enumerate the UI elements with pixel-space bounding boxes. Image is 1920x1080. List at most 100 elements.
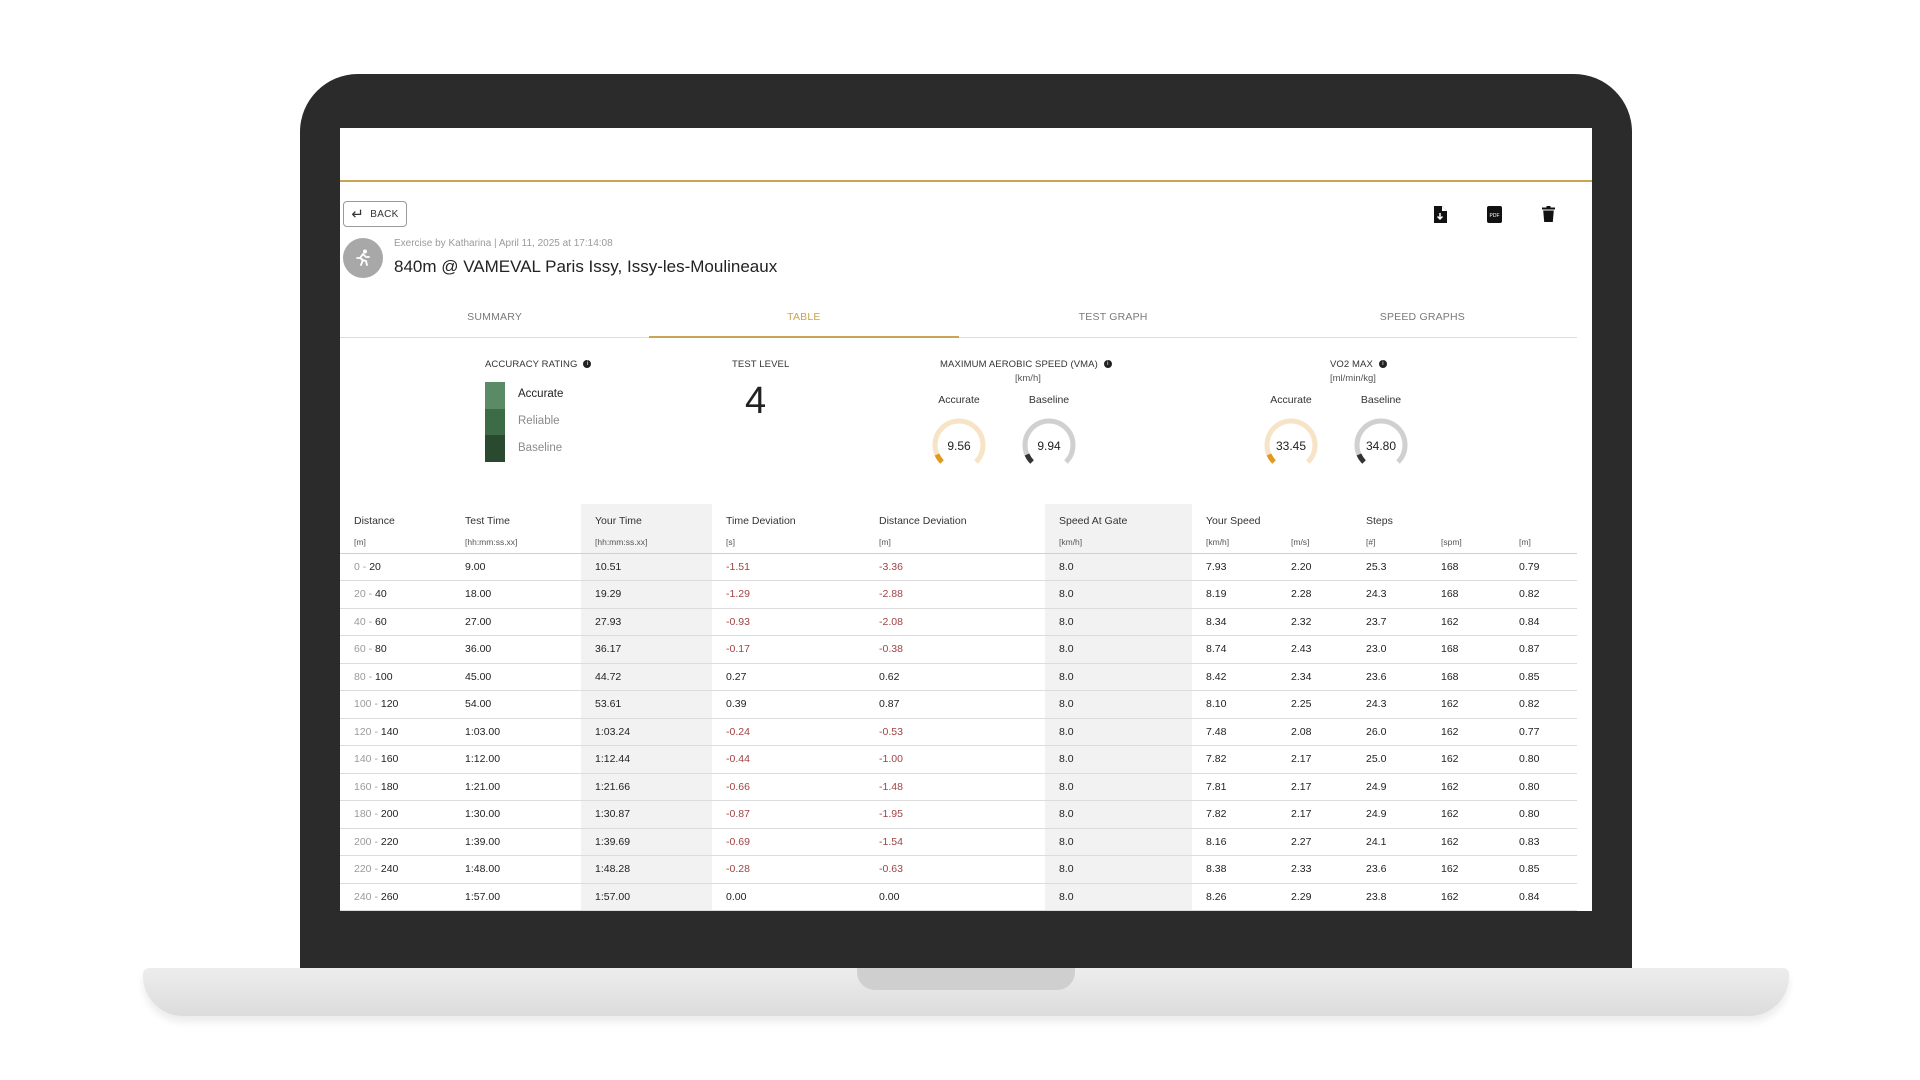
cell-your-speed: 7.93 [1192, 553, 1277, 581]
table-row: 100 - 120 54.00 53.61 0.39 0.87 8.0 8.10 2.25 24… [340, 690, 1577, 719]
cell-distance: 220 - 240 [340, 855, 451, 884]
cell-distance-deviation: 0.00 [865, 883, 1045, 911]
column-unit-distance: [m] [340, 531, 451, 554]
info-icon[interactable]: i [1103, 360, 1112, 369]
column-unit-test-time: [hh:mm:ss.xx] [451, 531, 581, 554]
cell-steps-length: 0.85 [1505, 855, 1577, 884]
file-download-icon[interactable] [1430, 204, 1450, 224]
gauge-fill [1266, 453, 1276, 464]
cell-speed-at-gate: 8.0 [1045, 690, 1192, 719]
cell-time-deviation: -1.51 [712, 553, 865, 581]
cell-steps-length: 0.80 [1505, 745, 1577, 774]
cell-steps-spm: 168 [1427, 580, 1505, 609]
cell-your-speed-ms: 2.20 [1277, 553, 1352, 581]
tab-summary[interactable]: SUMMARY [467, 311, 523, 323]
cell-steps: 24.9 [1352, 773, 1427, 801]
cell-your-time: 1:12.44 [581, 745, 712, 774]
column-header-speed-at-gate: Speed At Gate [1045, 504, 1192, 531]
back-button[interactable]: ↵ BACK [343, 201, 407, 227]
cell-your-time: 1:57.00 [581, 883, 712, 911]
cell-time-deviation: 0.00 [712, 883, 865, 911]
cell-steps-length: 0.77 [1505, 718, 1577, 746]
distance-to: 20 [369, 560, 381, 573]
cell-your-time: 27.93 [581, 608, 712, 636]
cell-your-speed: 7.81 [1192, 773, 1277, 801]
cell-steps-length: 0.82 [1505, 690, 1577, 719]
test-level-label: TEST LEVEL [732, 359, 790, 370]
tab-speed-graphs[interactable]: SPEED GRAPHS [1379, 311, 1465, 323]
cell-steps: 23.6 [1352, 663, 1427, 691]
distance-to: 180 [380, 780, 399, 793]
cell-steps-spm: 162 [1427, 773, 1505, 801]
cell-your-speed: 7.82 [1192, 745, 1277, 774]
exercise-meta: Exercise by Katharina | April 11, 2025 a… [394, 238, 613, 249]
cell-distance: 160 - 180 [340, 773, 451, 801]
cell-time-deviation: -0.17 [712, 635, 865, 664]
pdf-icon[interactable]: PDF [1484, 204, 1504, 224]
tab-test-graph[interactable]: TEST GRAPH [1078, 311, 1148, 323]
cell-distance: 120 - 140 [340, 718, 451, 746]
cell-distance-deviation: -1.00 [865, 745, 1045, 774]
cell-speed-at-gate: 8.0 [1045, 828, 1192, 856]
laptop-notch [857, 968, 1075, 990]
table-header-row: Distance Test Time Your Time Time Deviation… [340, 504, 1577, 531]
tab-table[interactable]: TABLE [649, 302, 959, 338]
cell-your-speed: 7.48 [1192, 718, 1277, 746]
cell-time-deviation: 0.27 [712, 663, 865, 691]
gauge-fill [1356, 453, 1366, 464]
cell-test-time: 1:30.00 [451, 800, 581, 829]
vo2-accurate-label: Accurate [1270, 394, 1312, 406]
rating-label-reliable: Reliable [518, 415, 560, 427]
cell-steps-length: 0.80 [1505, 800, 1577, 829]
vo2-baseline-value: 34.80 [1365, 439, 1397, 453]
column-header-distance-deviation: Distance Deviation [879, 514, 967, 527]
cell-your-speed-ms: 2.28 [1277, 580, 1352, 609]
accuracy-rating-label: ACCURACY RATING [485, 359, 578, 370]
column-header-steps-length [1505, 504, 1577, 531]
table-row: 140 - 160 1:12.00 1:12.44 -0.44 -1.00 8.0 7.82… [340, 745, 1577, 774]
cell-steps-spm: 162 [1427, 745, 1505, 774]
cell-distance-deviation: -0.53 [865, 718, 1045, 746]
splits-table: Distance Test Time Your Time Time Deviation… [340, 504, 1577, 911]
column-unit-steps: [#] [1352, 531, 1427, 554]
gauge-fill [1024, 453, 1034, 464]
cell-speed-at-gate: 8.0 [1045, 553, 1192, 581]
test-level-value: 4 [745, 380, 767, 422]
cell-time-deviation: -0.69 [712, 828, 865, 856]
distance-to: 260 [380, 890, 399, 903]
table-row: 160 - 180 1:21.00 1:21.66 -0.66 -1.48 8.0 7.81… [340, 773, 1577, 801]
cell-steps: 23.8 [1352, 883, 1427, 911]
table-row: 80 - 100 45.00 44.72 0.27 0.62 8.0 8.42 2.34 23.… [340, 663, 1577, 691]
cell-your-time: 36.17 [581, 635, 712, 664]
cell-speed-at-gate: 8.0 [1045, 855, 1192, 884]
info-icon[interactable]: i [1378, 360, 1387, 369]
distance-to: 120 [380, 698, 399, 711]
vo2-baseline-label: Baseline [1360, 394, 1402, 406]
table-row: 60 - 80 36.00 36.17 -0.17 -0.38 8.0 8.74 2.43 23… [340, 635, 1577, 664]
cell-steps-spm: 168 [1427, 635, 1505, 664]
cell-speed-at-gate: 8.0 [1045, 608, 1192, 636]
top-bar [340, 128, 1592, 182]
cell-distance: 100 - 120 [340, 690, 451, 719]
info-icon[interactable]: i [583, 360, 592, 369]
cell-test-time: 1:12.00 [451, 745, 581, 774]
cell-your-speed-ms: 2.25 [1277, 690, 1352, 719]
column-header-distance: Distance [354, 514, 395, 527]
cell-your-speed-ms: 2.33 [1277, 855, 1352, 884]
app-screen: ↵ BACK PDF Exercise by Katharina | April… [340, 128, 1592, 911]
back-arrow-icon: ↵ [351, 205, 365, 223]
cell-your-time: 53.61 [581, 690, 712, 719]
cell-your-speed: 8.16 [1192, 828, 1277, 856]
vma-accurate-gauge [932, 418, 986, 464]
cell-test-time: 18.00 [451, 580, 581, 609]
cell-your-speed: 8.26 [1192, 883, 1277, 911]
cell-steps-spm: 162 [1427, 718, 1505, 746]
cell-distance: 80 - 100 [340, 663, 451, 691]
cell-steps: 24.3 [1352, 690, 1427, 719]
rating-segment-reliable [485, 408, 505, 435]
cell-distance: 60 - 80 [340, 635, 451, 664]
distance-from: 20 [354, 588, 366, 601]
trash-icon[interactable] [1538, 204, 1558, 224]
table-row: 200 - 220 1:39.00 1:39.69 -0.69 -1.54 8.0 8.16… [340, 828, 1577, 856]
column-unit-time-deviation: [s] [712, 531, 865, 554]
